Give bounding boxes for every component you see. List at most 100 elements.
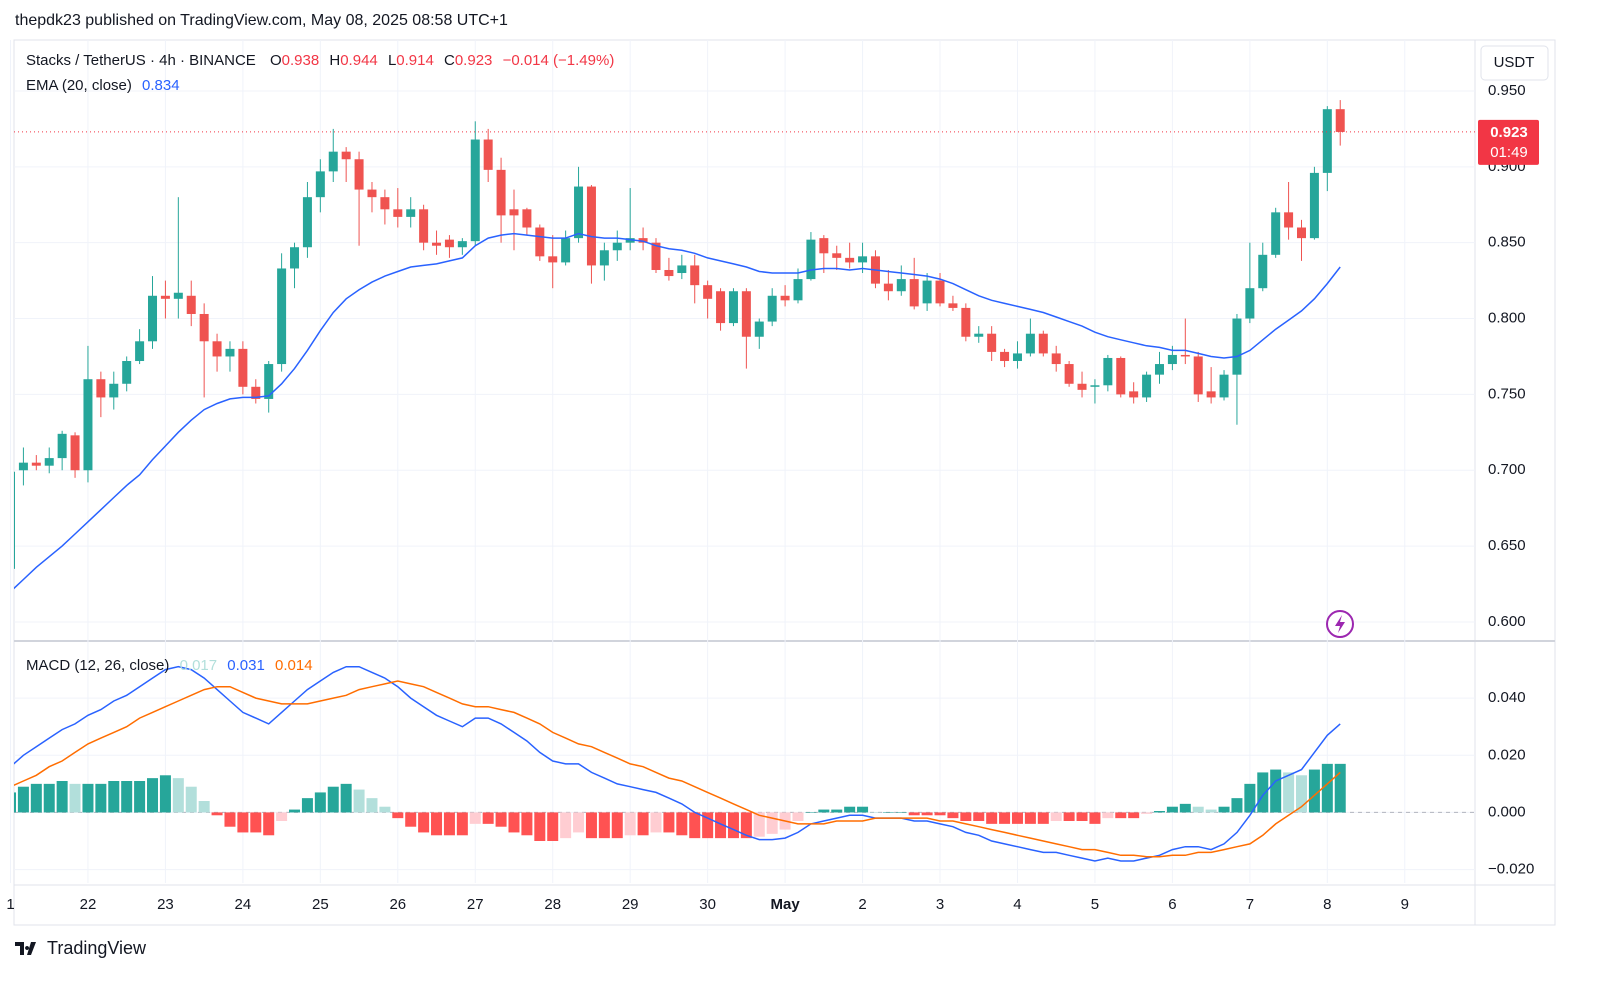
x-tick-label: 28 [544, 896, 561, 913]
histogram-bar [1024, 812, 1036, 824]
x-tick-label: 4 [1013, 896, 1021, 913]
publisher-line: thepdk23 published on TradingView.com, M… [15, 12, 508, 29]
grid [10, 40, 1475, 883]
histogram-bar [482, 812, 494, 824]
histogram-bar [405, 812, 417, 827]
histogram-bar [792, 812, 804, 821]
price-legend: Stacks / TetherUS · 4h · BINANCE O0.938 … [26, 52, 614, 69]
candle-body [1103, 357, 1113, 386]
candle-body [1129, 391, 1139, 398]
candle-body [406, 209, 416, 217]
histogram-bar [908, 812, 920, 816]
histogram-bar [134, 781, 146, 813]
histogram-bar [1089, 812, 1101, 824]
histogram-bar [702, 812, 714, 839]
histogram-bar [314, 792, 326, 813]
candle-body [599, 250, 609, 266]
candle-body [277, 268, 287, 365]
candle-body [1077, 383, 1087, 390]
histogram-bar [237, 812, 249, 833]
histogram-bar [250, 812, 262, 833]
candle-body [961, 307, 971, 337]
x-tick-label: 2 [858, 896, 866, 913]
histogram-bar [1296, 775, 1307, 813]
candle-body [935, 280, 945, 304]
indicator-line [14, 665, 1341, 862]
y-tick-label: 0.650 [1488, 537, 1526, 554]
candle-body [1051, 353, 1061, 365]
signal-value: 0.014 [275, 657, 313, 674]
candle-body [1064, 364, 1074, 384]
histogram-bar [986, 812, 998, 824]
candle-body [109, 383, 119, 398]
histogram-bar [663, 812, 675, 833]
candle-body [948, 303, 958, 308]
candle-body [780, 295, 790, 301]
candle-body [819, 238, 829, 254]
y-tick-label: 0.020 [1488, 746, 1526, 763]
histogram-bar [598, 812, 610, 839]
currency-button[interactable] [1480, 45, 1549, 81]
candle-body [1219, 374, 1229, 398]
histogram-bar [1037, 812, 1049, 824]
histogram-bar [960, 812, 972, 821]
x-tick-label: 5 [1091, 896, 1099, 913]
histogram-bar [869, 812, 881, 813]
x-tick-label: 24 [235, 896, 252, 913]
histogram-bar [198, 801, 210, 813]
candle-body [31, 462, 41, 466]
histogram-bar [443, 812, 455, 836]
y-tick-label: 0.950 [1488, 82, 1526, 99]
brand-name: TradingView [47, 938, 147, 958]
candle-body [1271, 212, 1281, 255]
candle-body [690, 265, 700, 286]
histogram-bar [1063, 812, 1075, 821]
candle-body [83, 379, 93, 471]
candle-body [883, 283, 893, 292]
histogram-bar [585, 812, 597, 839]
candle-body [1012, 353, 1022, 362]
candle-body [1180, 354, 1190, 357]
candle-body [44, 458, 54, 466]
histogram-bar [1179, 803, 1191, 813]
histogram-bar [69, 783, 81, 813]
x-tick-label: 3 [936, 896, 944, 913]
candle-body [858, 256, 868, 263]
histogram-bar [882, 812, 894, 813]
candle-body [135, 341, 145, 362]
candle-body [393, 209, 403, 217]
candle-body [1297, 227, 1306, 239]
histogram-bar [560, 812, 572, 839]
x-tick-label: 22 [80, 896, 97, 913]
candle-body [470, 139, 480, 242]
candle-body [922, 280, 932, 304]
histogram-bar [56, 781, 68, 813]
candle-body [703, 285, 713, 299]
candle-body [1142, 374, 1152, 398]
x-tick-label: 26 [389, 896, 406, 913]
candle-body [70, 435, 80, 471]
ohlc-key: L [388, 52, 396, 69]
histogram-bar [715, 812, 727, 839]
histogram-bar [1205, 809, 1217, 813]
currency-label[interactable]: USDT [1494, 54, 1535, 71]
alert-icon[interactable] [1326, 610, 1354, 638]
x-tick-label: 25 [312, 896, 329, 913]
histogram-bar [353, 789, 365, 813]
histogram-bar [495, 812, 507, 827]
axes: 1 22 23 24 25 26 27 28 29 30 May 2 3 4 5 6 7 8 90.9500.900… [6, 82, 1539, 913]
indicator-line [14, 232, 1341, 590]
histogram-bar [508, 812, 520, 833]
candle-body [793, 279, 803, 301]
candle-body [122, 361, 132, 384]
histogram-bar [831, 809, 843, 813]
candle-body [1245, 288, 1255, 319]
candle-body [806, 239, 816, 280]
histogram-bar [973, 812, 985, 821]
candle-body [1167, 354, 1177, 365]
y-tick-label: 0.040 [1488, 689, 1526, 706]
ohlc-value: 0.914 [396, 52, 434, 69]
candle-body [1025, 333, 1035, 354]
candle-body [496, 169, 506, 216]
